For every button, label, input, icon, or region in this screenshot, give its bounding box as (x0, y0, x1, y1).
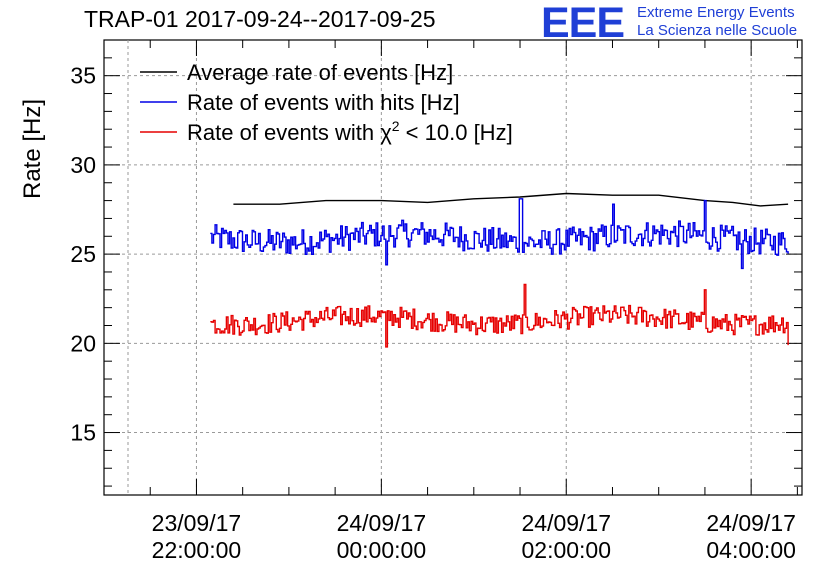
y-tick-label: 15 (70, 420, 96, 446)
legend-label-2: Rate of events with χ2 < 10.0 [Hz] (187, 118, 513, 145)
logo-line-2: La Scienza nelle Scuole (637, 22, 798, 39)
chart-title: TRAP-01 2017-09-24--2017-09-25 (84, 6, 436, 32)
x-tick-date: 23/09/17 (152, 510, 242, 536)
x-tick-date: 24/09/17 (521, 510, 611, 536)
x-tick-time: 02:00:00 (521, 537, 611, 563)
x-tick-time: 00:00:00 (337, 537, 427, 563)
y-tick-label: 30 (70, 152, 96, 178)
eee-logo-text: Extreme Energy Events La Scienza nelle S… (637, 4, 797, 40)
x-tick-time: 04:00:00 (706, 537, 796, 563)
legend-label-0: Average rate of events [Hz] (187, 60, 453, 85)
legend-label-1: Rate of events with hits [Hz] (187, 90, 460, 115)
series-line-2 (210, 283, 789, 348)
logo-line-1: Extreme Energy Events (637, 4, 795, 21)
x-tick-date: 24/09/17 (337, 510, 427, 536)
y-tick-label: 25 (70, 241, 96, 267)
series-line-1 (210, 198, 789, 270)
series-line-0 (233, 192, 789, 207)
y-tick-label: 20 (70, 330, 96, 356)
eee-logo: EEE (541, 0, 625, 47)
x-tick-date: 24/09/17 (706, 510, 796, 536)
plot-frame (103, 39, 803, 496)
x-tick-time: 22:00:00 (152, 537, 242, 563)
y-tick-label: 35 (70, 63, 96, 89)
